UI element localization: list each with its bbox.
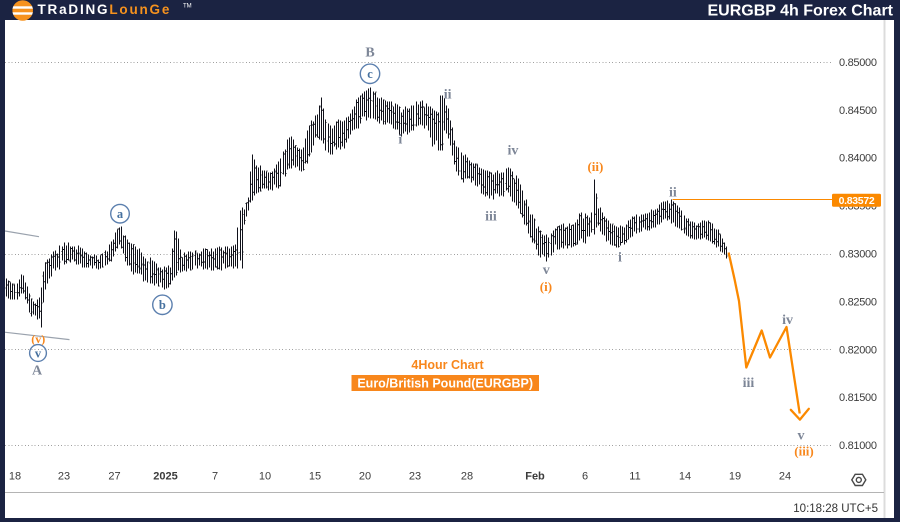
svg-text:23: 23 [58,471,70,483]
svg-text:28: 28 [461,471,473,483]
svg-text:0.82000: 0.82000 [839,344,877,356]
svg-text:iv: iv [782,313,793,328]
svg-text:iv: iv [508,144,519,159]
svg-text:0.85000: 0.85000 [839,57,877,69]
svg-text:ii: ii [444,88,452,103]
svg-text:A: A [32,363,43,378]
svg-text:0.81500: 0.81500 [839,392,877,404]
svg-text:11: 11 [629,471,640,483]
svg-text:24: 24 [779,471,791,483]
svg-text:0.84000: 0.84000 [839,153,877,165]
svg-text:ii: ii [669,185,677,200]
svg-text:6: 6 [582,471,588,483]
svg-text:v: v [35,346,42,360]
svg-text:(i): (i) [540,279,552,294]
svg-text:i: i [618,250,622,265]
svg-text:v: v [798,429,805,444]
svg-text:EURGBP 4h Forex Chart: EURGBP 4h Forex Chart [707,2,893,19]
svg-text:iii: iii [485,210,497,225]
svg-text:7: 7 [212,471,218,483]
svg-text:(v): (v) [31,332,45,346]
svg-text:0.81000: 0.81000 [839,440,877,452]
svg-text:iii: iii [743,376,755,391]
svg-text:v: v [543,263,550,278]
svg-text:10:18:28 UTC+5: 10:18:28 UTC+5 [793,503,878,515]
svg-text:0.83572: 0.83572 [839,195,875,207]
svg-text:Euro/British Pound(EURGBP): Euro/British Pound(EURGBP) [357,376,533,390]
svg-text:0.82500: 0.82500 [839,296,877,308]
svg-text:4Hour Chart: 4Hour Chart [411,358,484,372]
svg-text:b: b [159,298,166,312]
svg-text:i: i [398,133,402,148]
svg-text:19: 19 [729,471,741,483]
svg-text:TM: TM [183,4,192,10]
svg-text:a: a [117,207,124,221]
svg-text:TRaDINGLounGe: TRaDINGLounGe [38,2,172,17]
svg-text:(iii): (iii) [794,443,814,458]
svg-text:(ii): (ii) [587,159,603,174]
svg-text:2025: 2025 [153,471,177,483]
svg-text:c: c [367,67,373,81]
svg-text:27: 27 [108,471,120,483]
svg-text:10: 10 [259,471,271,483]
svg-text:B: B [365,46,374,61]
svg-text:18: 18 [9,471,21,483]
svg-text:14: 14 [679,471,691,483]
svg-text:0.84500: 0.84500 [839,105,877,117]
svg-text:23: 23 [409,471,421,483]
svg-text:15: 15 [309,471,321,483]
svg-text:Feb: Feb [525,471,545,483]
svg-text:20: 20 [359,471,371,483]
svg-text:0.83000: 0.83000 [839,249,877,261]
